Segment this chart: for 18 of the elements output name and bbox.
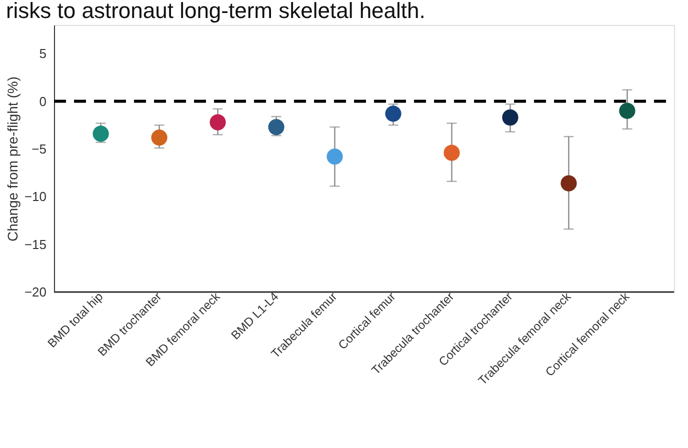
point bbox=[502, 109, 518, 126]
y-axis-title: Change from pre-flight (%) bbox=[4, 76, 20, 242]
point bbox=[268, 118, 284, 136]
point bbox=[326, 148, 343, 165]
point bbox=[444, 144, 460, 161]
y-tick-label: −15 bbox=[24, 236, 46, 252]
point bbox=[92, 126, 109, 142]
y-tick-label: −10 bbox=[24, 189, 46, 204]
y-tick-label: 5 bbox=[39, 46, 46, 62]
y-tick-label: 0 bbox=[39, 94, 46, 109]
y-tick-label: −5 bbox=[32, 141, 46, 156]
point bbox=[560, 175, 577, 192]
point bbox=[385, 106, 402, 122]
y-tick-label: −20 bbox=[24, 284, 46, 300]
chart-title: risks to astronaut long-term skeletal health. bbox=[6, 0, 426, 23]
point bbox=[210, 114, 226, 130]
point bbox=[619, 102, 636, 119]
point bbox=[151, 129, 168, 146]
